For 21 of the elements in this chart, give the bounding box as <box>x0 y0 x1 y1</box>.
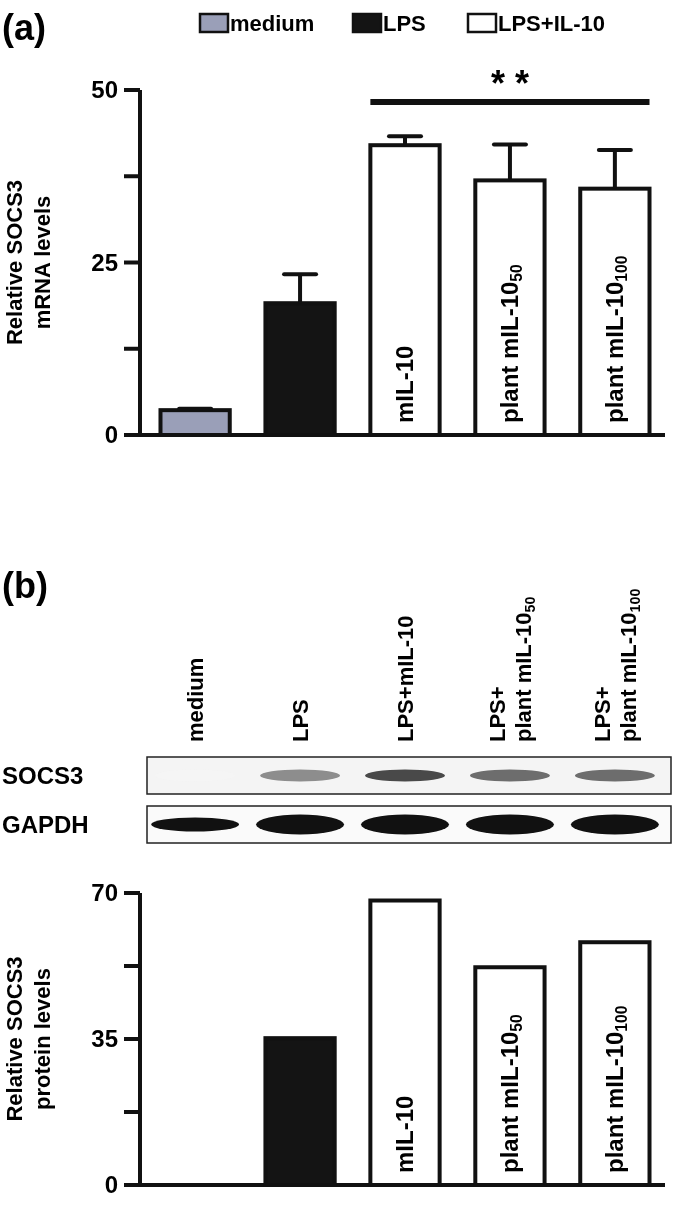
y-axis-title: Relative SOCS3 protein levels <box>2 956 55 1122</box>
legend-label: LPS <box>383 11 426 36</box>
y-tick-label: 0 <box>104 1171 118 1199</box>
y-tick-label: 50 <box>91 76 118 104</box>
legend-label: LPS+IL-10 <box>498 11 605 36</box>
y-axis-title: Relative SOCS3 mRNA levels <box>2 179 55 346</box>
annotation: * * <box>490 63 529 104</box>
text: LPS+mIL-10 <box>392 615 418 742</box>
x-tick-label: mIL-10 <box>391 345 419 423</box>
chart-title: (b) <box>2 565 48 606</box>
legend-label: medium <box>230 11 315 36</box>
x-tick-label: mIL-10 <box>391 1095 419 1173</box>
text: LPS <box>287 699 313 742</box>
y-tick-label: 25 <box>91 248 118 276</box>
text: SOCS3 <box>2 761 84 789</box>
y-tick-label: 0 <box>104 421 118 449</box>
text: medium <box>182 657 208 742</box>
chart-title: (a) <box>2 7 46 48</box>
text: GAPDH <box>2 810 89 838</box>
y-tick-label: 35 <box>91 1025 118 1053</box>
y-tick-label: 70 <box>91 879 118 907</box>
